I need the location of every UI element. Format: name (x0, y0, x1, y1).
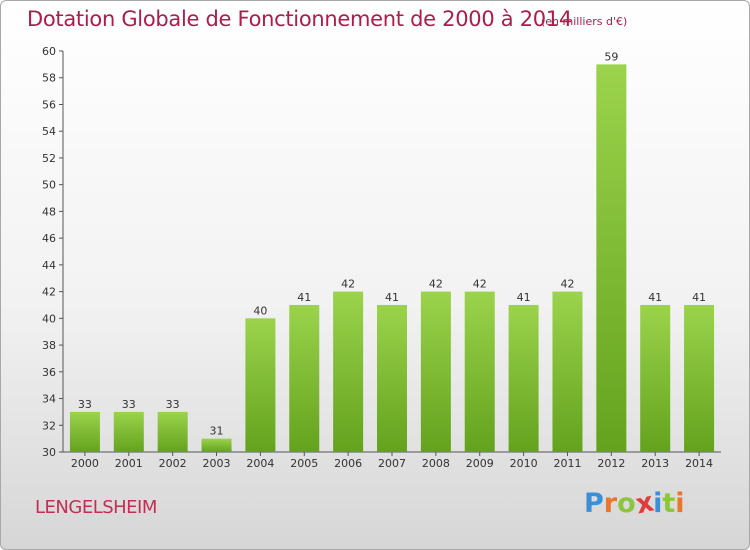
value-label-2010: 41 (517, 291, 531, 304)
value-label-2008: 42 (429, 278, 443, 291)
chart-axes: 30 32 34 36 38 40 42 44 46 48 50 52 54 56 58 60 2000 2001… (42, 45, 721, 470)
value-label-2011: 42 (560, 278, 574, 291)
value-label-2003: 31 (210, 425, 224, 438)
y-tick-label: 34 (42, 393, 56, 406)
bar-2008 (420, 291, 451, 452)
value-label-2007: 41 (385, 291, 399, 304)
y-tick-label: 50 (42, 179, 56, 192)
y-tick-label: 42 (42, 286, 56, 299)
x-tick-label: 2012 (597, 457, 625, 470)
y-tick-label: 58 (42, 72, 56, 85)
y-tick-label: 40 (42, 312, 56, 325)
bar-2010 (508, 304, 539, 452)
logo-letter: i (653, 488, 663, 519)
bar-2012 (596, 64, 627, 452)
value-label-2002: 33 (166, 398, 180, 411)
chart-subtitle: (en milliers d'€) (541, 15, 628, 28)
value-label-2013: 41 (648, 291, 662, 304)
value-label-2000: 33 (78, 398, 92, 411)
commune-name: LENGELSHEIM (35, 497, 157, 518)
y-tick-label: 30 (42, 446, 56, 459)
bar-2000 (69, 411, 100, 452)
value-label-2001: 33 (122, 398, 136, 411)
x-tick-label: 2002 (159, 457, 187, 470)
logo-letter: P (584, 488, 604, 519)
logo-letter: i (675, 488, 685, 519)
y-tick-label: 60 (42, 45, 56, 58)
x-tick-label: 2010 (510, 457, 538, 470)
value-label-2004: 40 (253, 304, 267, 317)
x-tick-label: 2004 (246, 457, 274, 470)
proxiti-logo: Proxiti (584, 487, 685, 521)
chart-labels: 33 33 33 31 40 41 42 41 42 42 41 42 59 41 41 (78, 50, 706, 437)
bar-2014 (684, 304, 715, 452)
value-label-2014: 41 (692, 291, 706, 304)
x-tick-label: 2007 (378, 457, 406, 470)
logo-letter: t (662, 488, 676, 519)
bar-2003 (201, 438, 232, 452)
x-tick-label: 2014 (685, 457, 713, 470)
value-label-2005: 41 (297, 291, 311, 304)
logo-letter: r (603, 488, 618, 519)
x-tick-label: 2003 (203, 457, 231, 470)
x-tick-label: 2005 (290, 457, 318, 470)
bar-2007 (377, 304, 407, 452)
y-tick-label: 44 (42, 259, 56, 272)
bar-2011 (552, 291, 583, 452)
x-tick-label: 2006 (334, 457, 362, 470)
value-label-2012: 59 (604, 50, 618, 63)
chart-title: Dotation Globale de Fonctionnement de 20… (27, 7, 572, 31)
y-tick-label: 38 (42, 339, 56, 352)
x-tick-label: 2000 (71, 457, 99, 470)
bar-2013 (640, 304, 671, 452)
logo-letter: o (617, 488, 636, 519)
value-label-2006: 42 (341, 278, 355, 291)
y-tick-label: 48 (42, 205, 56, 218)
bar-2001 (113, 411, 144, 452)
x-tick-label: 2011 (553, 457, 581, 470)
x-tick-label: 2013 (641, 457, 669, 470)
y-tick-label: 46 (42, 232, 56, 245)
x-tick-label: 2001 (115, 457, 143, 470)
x-tick-label: 2009 (466, 457, 494, 470)
y-tick-label: 52 (42, 152, 56, 165)
value-label-2009: 42 (473, 278, 487, 291)
y-tick-label: 56 (42, 98, 56, 111)
bar-2009 (464, 291, 495, 452)
bar-2005 (289, 304, 320, 452)
y-tick-label: 36 (42, 366, 56, 379)
chart-bars (69, 64, 715, 452)
bar-2006 (333, 291, 364, 452)
bar-2002 (157, 411, 188, 452)
y-tick-label: 54 (42, 125, 56, 138)
bar-2004 (245, 318, 276, 452)
y-tick-label: 32 (42, 419, 56, 432)
x-tick-label: 2008 (422, 457, 450, 470)
